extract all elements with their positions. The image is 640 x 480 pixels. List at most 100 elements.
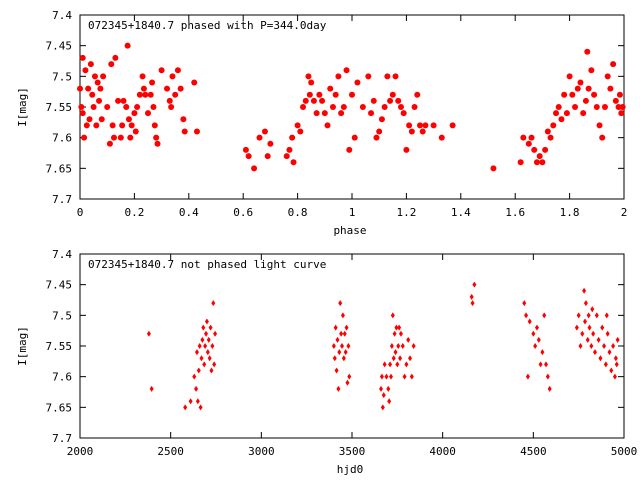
data-points [77, 42, 626, 172]
data-point [256, 134, 263, 141]
data-point [344, 324, 349, 331]
data-point [127, 134, 134, 141]
data-point [264, 153, 271, 160]
x-axis: 0 0.2 0.4 0.6 0.8 1 1.2 1.4 1.6 1.8 2 [77, 15, 627, 219]
data-point [389, 91, 396, 98]
data-point [404, 361, 409, 368]
data-point [520, 134, 527, 141]
data-point [201, 324, 206, 331]
data-point [334, 367, 339, 374]
data-point [449, 122, 456, 129]
data-point [618, 110, 625, 117]
plot-frame [79, 14, 625, 200]
data-point [600, 324, 605, 331]
data-point [306, 91, 313, 98]
x-tick-label: 1.6 [505, 206, 525, 219]
data-point [400, 110, 407, 117]
data-point [338, 300, 343, 307]
data-point [128, 122, 135, 129]
data-point [100, 73, 107, 80]
data-point [151, 122, 158, 129]
data-point [310, 97, 317, 104]
data-point [408, 128, 415, 135]
data-point [77, 85, 83, 92]
data-point [199, 355, 204, 362]
data-point [563, 110, 570, 117]
data-point [397, 324, 402, 331]
data-point [286, 146, 293, 153]
data-point [598, 355, 603, 362]
data-point [195, 398, 200, 405]
x-tick-label: 0 [77, 206, 84, 219]
data-point [525, 140, 532, 147]
data-point [403, 146, 410, 153]
data-point [210, 343, 215, 349]
data-point [174, 67, 181, 74]
data-point [193, 128, 200, 135]
data-point [591, 330, 596, 337]
data-point [140, 85, 147, 92]
data-point [283, 153, 290, 160]
data-point [89, 91, 96, 98]
data-point [517, 159, 524, 166]
data-point [609, 367, 614, 374]
data-point [542, 146, 549, 153]
data-point [400, 343, 405, 349]
data-point [340, 343, 345, 349]
data-point [378, 116, 385, 123]
data-point [339, 330, 344, 337]
plot-title: 072345+1840.7 not phased light curve [88, 258, 326, 271]
x-axis-label: phase [333, 224, 366, 237]
data-point [327, 85, 334, 92]
y-tick-label: 7.55 [46, 340, 73, 353]
data-point [332, 355, 337, 362]
data-point [108, 61, 115, 68]
x-tick-label: 1.8 [560, 206, 580, 219]
data-point [614, 361, 619, 368]
data-point [87, 61, 94, 68]
data-point [615, 336, 620, 343]
data-point [589, 343, 594, 349]
data-point [395, 361, 400, 368]
data-point [384, 73, 391, 80]
data-point [612, 373, 617, 380]
data-point [544, 361, 549, 368]
data-point [528, 134, 535, 141]
data-point [206, 336, 211, 343]
data-point [417, 122, 423, 129]
y-tick-label: 7.7 [52, 432, 72, 445]
data-point [336, 385, 341, 392]
data-point [194, 349, 199, 356]
data-point [205, 349, 210, 356]
x-tick-label: 2500 [157, 445, 184, 458]
x-tick-label: 3000 [248, 445, 275, 458]
data-point [319, 97, 326, 104]
data-point [578, 343, 583, 349]
data-point [382, 361, 387, 368]
y-tick-label: 7.6 [52, 371, 72, 384]
data-point [335, 73, 342, 80]
data-point [398, 355, 403, 362]
data-point [577, 79, 584, 86]
data-point [117, 134, 124, 141]
data-point [583, 300, 588, 307]
data-point [294, 122, 301, 129]
data-point [181, 128, 188, 135]
data-point [536, 336, 541, 343]
y-axis: 7.4 7.45 7.5 7.55 7.6 7.65 7.7 [46, 248, 624, 445]
data-point [576, 312, 581, 319]
data-point [149, 79, 156, 86]
data-point [569, 91, 576, 98]
data-point [390, 312, 395, 319]
data-point [616, 91, 623, 98]
data-point [524, 312, 529, 319]
y-tick-label: 7.45 [46, 279, 73, 292]
data-point [308, 79, 315, 86]
data-point [329, 104, 336, 110]
data-point [558, 116, 565, 123]
data-point [91, 73, 98, 80]
data-point [406, 122, 413, 129]
x-tick-label: 0.8 [288, 206, 308, 219]
data-point [580, 110, 587, 117]
y-tick-label: 7.7 [52, 193, 72, 206]
